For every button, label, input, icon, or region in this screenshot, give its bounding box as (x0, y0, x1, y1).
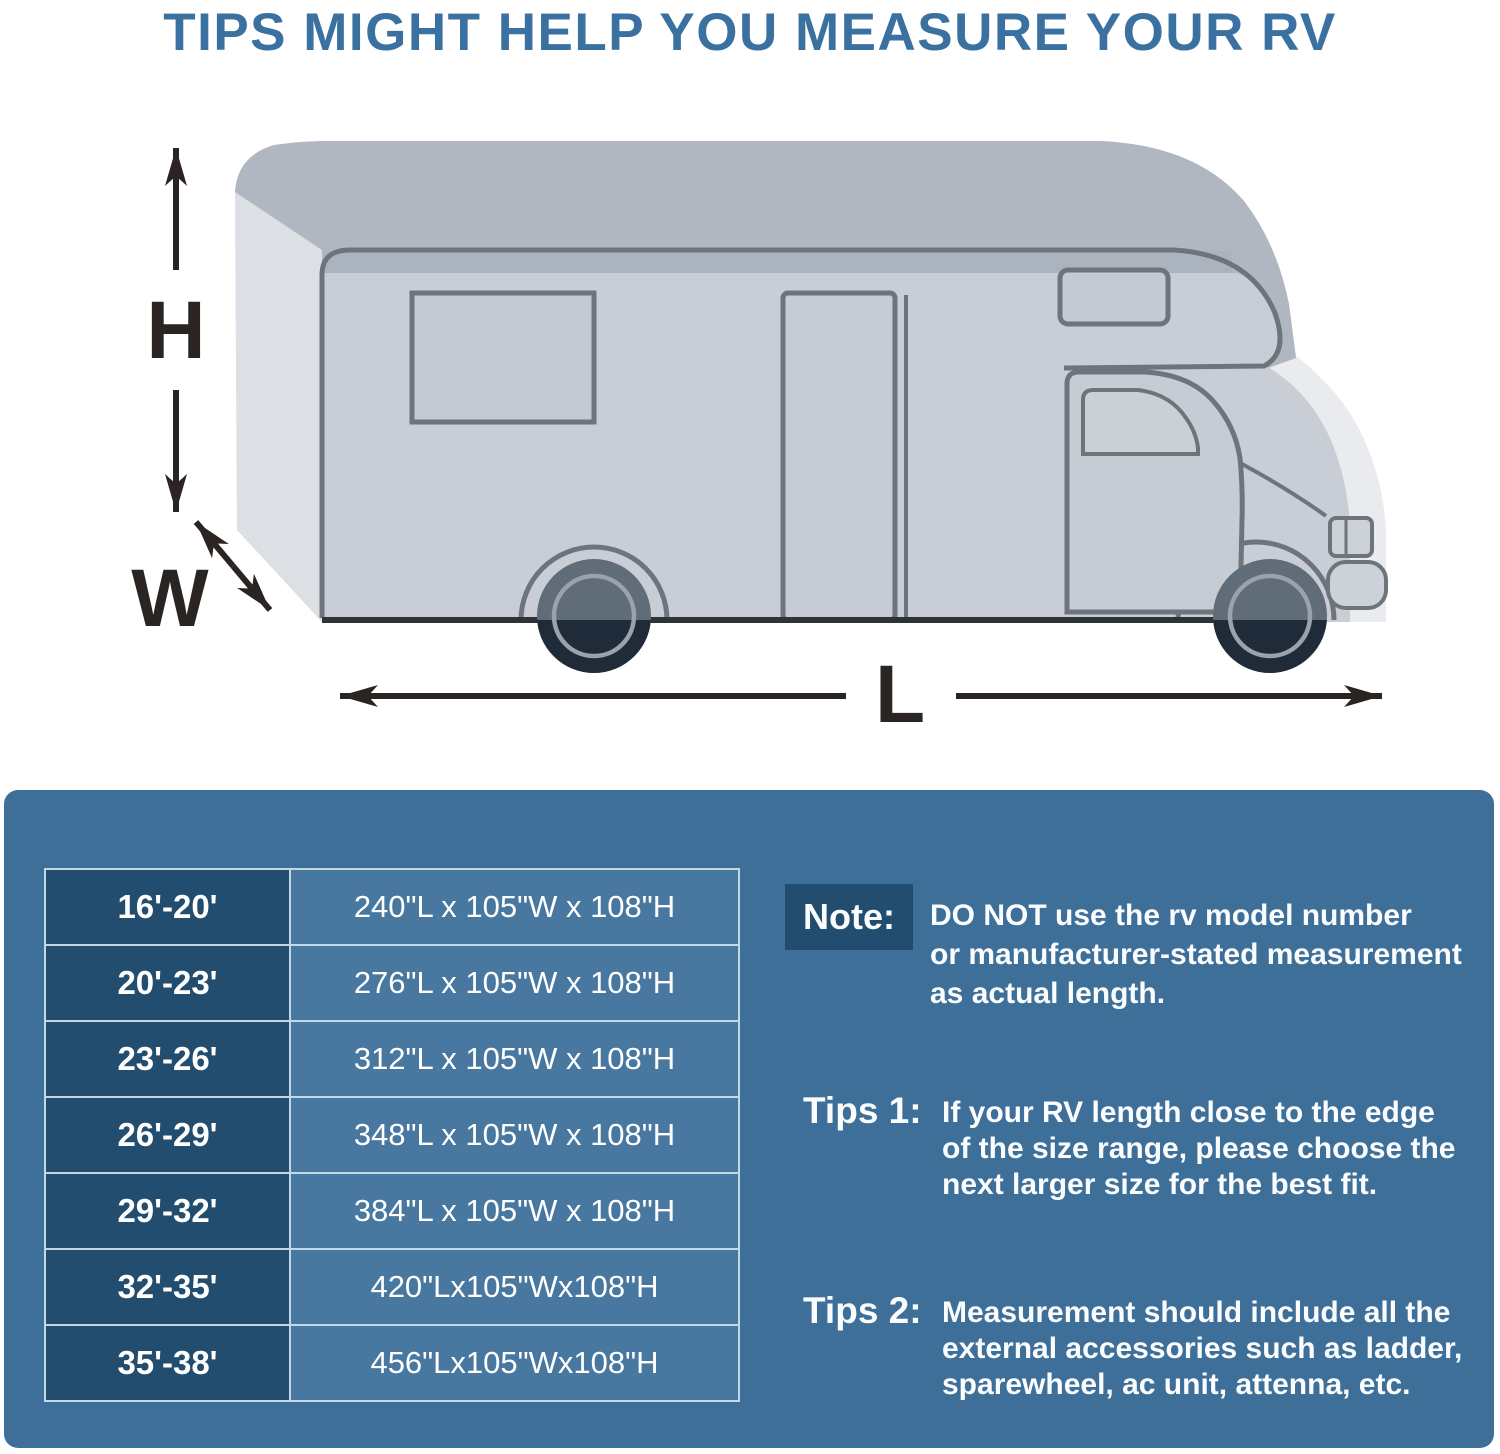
note-label: Note: (785, 884, 913, 950)
tips1-line: next larger size for the best fit. (942, 1168, 1378, 1201)
size-dimensions: 312"L x 105"W x 108"H (289, 1020, 740, 1098)
hood-line (1241, 462, 1328, 518)
note-line: or manufacturer-stated measurement (930, 938, 1462, 971)
height-label: H (146, 285, 205, 376)
front-wheel (1213, 559, 1327, 673)
note-line: DO NOT use the rv model number (930, 899, 1412, 932)
rv-cabover-window (1057, 267, 1171, 327)
info-panel: 16'-20' 240"L x 105"W x 108"H 20'-23' 27… (4, 790, 1494, 1448)
length-label: L (875, 649, 925, 740)
size-dimensions: 384"L x 105"W x 108"H (289, 1172, 740, 1250)
size-range: 29'-32' (44, 1172, 291, 1250)
rv-entry-door (780, 290, 898, 623)
table-row: 16'-20' 240"L x 105"W x 108"H (44, 868, 740, 946)
table-row: 23'-26' 312"L x 105"W x 108"H (44, 1020, 740, 1098)
width-arrow-downright (230, 564, 273, 612)
tips1-line: of the size range, please choose the (942, 1132, 1456, 1165)
rv-illustration (235, 140, 1388, 673)
rear-wheel (537, 559, 651, 673)
size-dimensions: 456"Lx105"Wx108"H (289, 1324, 740, 1402)
page-title: TIPS MIGHT HELP YOU MEASURE YOUR RV (163, 3, 1337, 62)
size-range: 20'-23' (44, 944, 291, 1022)
table-row: 29'-32' 384"L x 105"W x 108"H (44, 1172, 740, 1250)
rv-body-outline (319, 247, 1283, 618)
cab-door-window (1081, 388, 1200, 456)
tips2-text: Measurement should include all the exter… (942, 1295, 1462, 1403)
table-row: 26'-29' 348"L x 105"W x 108"H (44, 1096, 740, 1174)
rv-side-window (409, 290, 597, 425)
table-row: 20'-23' 276"L x 105"W x 108"H (44, 944, 740, 1022)
tips1-line: If your RV length close to the edge (942, 1096, 1435, 1129)
dimension-arrows (165, 148, 1382, 707)
tips1-text: If your RV length close to the edge of t… (942, 1095, 1456, 1203)
rv-measurement-diagram: H W L (131, 140, 1388, 740)
size-dimensions: 240"L x 105"W x 108"H (289, 868, 740, 946)
size-range: 35'-38' (44, 1324, 291, 1402)
rv-size-table: 16'-20' 240"L x 105"W x 108"H 20'-23' 27… (44, 868, 740, 1402)
table-row: 32'-35' 420"Lx105"Wx108"H (44, 1248, 740, 1326)
rv-roof-fascia (324, 251, 1232, 273)
tips2-line: sparewheel, ac unit, attenna, etc. (942, 1368, 1411, 1401)
size-dimensions: 276"L x 105"W x 108"H (289, 944, 740, 1022)
size-dimensions: 348"L x 105"W x 108"H (289, 1096, 740, 1174)
width-label: W (131, 553, 209, 644)
tips2-label: Tips 2: (803, 1290, 922, 1331)
size-range: 23'-26' (44, 1020, 291, 1098)
tips1-label: Tips 1: (803, 1090, 922, 1131)
table-row: 35'-38' 456"Lx105"Wx108"H (44, 1324, 740, 1402)
size-range: 16'-20' (44, 868, 291, 946)
tips2-line: external accessories such as ladder, (942, 1332, 1463, 1365)
size-range: 26'-29' (44, 1096, 291, 1174)
size-dimensions: 420"Lx105"Wx108"H (289, 1248, 740, 1326)
width-arrow-upleft (193, 520, 236, 568)
note-text: DO NOT use the rv model number or manufa… (930, 896, 1462, 1013)
headlight (1328, 516, 1374, 558)
rv-rear-face (235, 192, 322, 622)
size-range: 32'-35' (44, 1248, 291, 1326)
note-line: as actual length. (930, 977, 1166, 1010)
tips2-line: Measurement should include all the (942, 1296, 1451, 1329)
bumper (1326, 560, 1388, 610)
